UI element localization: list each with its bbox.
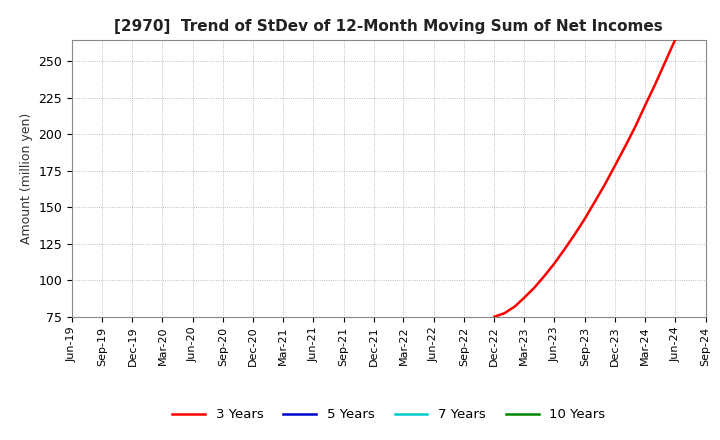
- Y-axis label: Amount (million yen): Amount (million yen): [20, 113, 33, 244]
- Legend: 3 Years, 5 Years, 7 Years, 10 Years: 3 Years, 5 Years, 7 Years, 10 Years: [167, 403, 611, 427]
- Title: [2970]  Trend of StDev of 12-Month Moving Sum of Net Incomes: [2970] Trend of StDev of 12-Month Moving…: [114, 19, 663, 34]
- Line: 3 Years: 3 Years: [495, 0, 706, 317]
